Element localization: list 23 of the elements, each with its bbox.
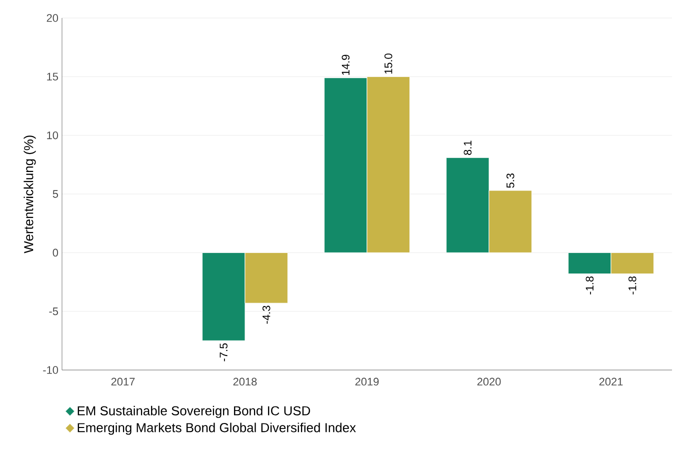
data-label: -1.8	[586, 276, 594, 294]
data-label: 14.9	[342, 54, 350, 75]
y-tick-label: 5	[52, 190, 58, 198]
data-label: 8.1	[464, 140, 472, 155]
x-tick-label: 2017	[111, 378, 135, 386]
y-tick-label: 15	[47, 72, 58, 80]
data-label: 15.0	[384, 54, 392, 74]
y-tick-label: 10	[47, 131, 58, 140]
y-tick-label: -10	[43, 366, 58, 374]
data-label: 5.3	[506, 174, 514, 188]
x-tick-label: 2020	[477, 378, 501, 386]
x-tick-label: 2018	[233, 378, 257, 386]
y-tick-label: 20	[46, 14, 58, 22]
legend-label: Emerging Markets Bond Global Diversified Index	[78, 422, 356, 435]
legend-label: EM Sustainable Sovereign Bond IC USD	[78, 406, 310, 418]
data-label: -4.3	[262, 306, 270, 324]
x-tick-label: 2021	[599, 378, 623, 386]
y-axis-title: Wertentwicklung (%)	[24, 136, 36, 254]
y-tick-label: -5	[49, 308, 58, 316]
data-label: -1.8	[628, 276, 636, 294]
data-label: -7.5	[220, 343, 228, 362]
y-tick-label: 0	[52, 248, 58, 257]
x-tick-label: 2019	[355, 378, 379, 386]
